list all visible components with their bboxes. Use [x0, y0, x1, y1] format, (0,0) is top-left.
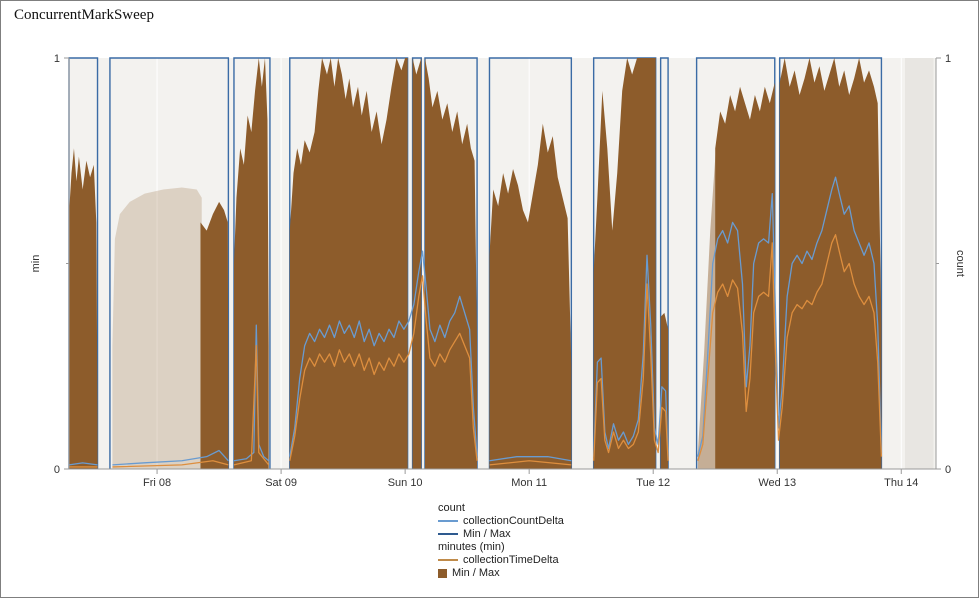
- x-tick-label: Tue 12: [636, 477, 670, 489]
- legend-item: collectionCountDelta: [438, 515, 564, 527]
- legend-item-label: collectionTimeDelta: [463, 554, 559, 566]
- timeseries-chart: Fri 08 Sat 09 Sun 10 Mon 11 Tue 12 Wed 13 Thu …: [30, 53, 966, 489]
- axes: Fri 08 Sat 09 Sun 10 Mon 11 Tue 12 Wed 13 Thu …: [54, 53, 951, 489]
- series-time_min_max: [69, 58, 882, 470]
- series-collection_count_delta: [68, 176, 883, 466]
- legend-line-swatch: [438, 520, 458, 522]
- y-tick-label-right: 0: [945, 464, 951, 476]
- legend-line-swatch: [438, 559, 458, 561]
- y-axis-label-right: count: [954, 250, 966, 277]
- x-tick-label: Fri 08: [143, 477, 171, 489]
- series-collection_time_delta: [69, 234, 883, 468]
- x-tick-label: Sun 10: [388, 477, 423, 489]
- legend-group-label: minutes (min): [438, 541, 505, 553]
- legend-item-label: Min / Max: [452, 567, 500, 579]
- legend-item: collectionTimeDelta: [438, 554, 564, 566]
- x-tick-label: Sat 09: [265, 477, 297, 489]
- legend-item-label: Min / Max: [463, 528, 511, 540]
- chart-legend: count collectionCountDelta Min / Max minute…: [438, 502, 564, 580]
- legend-line-swatch: [438, 533, 458, 535]
- y-tick-label-left: 0: [54, 464, 60, 476]
- no-data-band: [904, 58, 934, 469]
- page-title: ConcurrentMarkSweep: [14, 7, 154, 23]
- legend-item: Min / Max: [438, 567, 564, 579]
- x-tick-label: Mon 11: [511, 477, 547, 489]
- legend-item: Min / Max: [438, 528, 564, 540]
- y-tick-label-left: 1: [54, 53, 60, 65]
- legend-square-swatch: [438, 568, 447, 578]
- x-tick-label: Wed 13: [758, 477, 796, 489]
- y-tick-label-right: 1: [945, 53, 951, 65]
- y-axis-label-left: min: [30, 255, 42, 273]
- legend-item-label: collectionCountDelta: [463, 515, 564, 527]
- x-tick-label: Thu 14: [884, 477, 918, 489]
- legend-group-label: count: [438, 502, 465, 514]
